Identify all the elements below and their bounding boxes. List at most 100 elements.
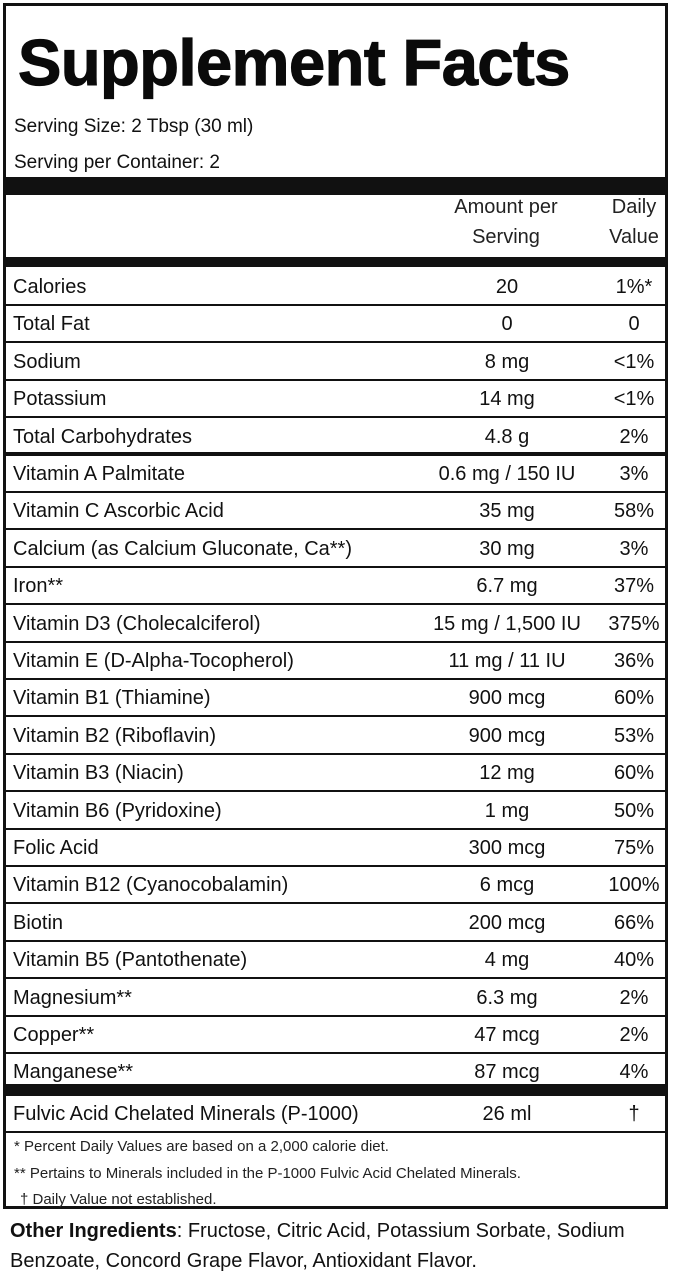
panel-title: Supplement Facts	[17, 25, 571, 99]
nutrient-row: Vitamin E (D-Alpha-Tocopherol) 11 mg / 11…	[6, 643, 665, 680]
row-divider	[6, 902, 665, 905]
header-amount-line2: Serving	[472, 226, 540, 248]
header-dv-line2: Value	[609, 226, 659, 248]
nutrient-daily-value: 3%	[619, 537, 649, 560]
nutrient-name: Calcium (as Calcium Gluconate, Ca**)	[13, 537, 353, 560]
row-divider	[6, 1131, 665, 1133]
nutrient-name: Copper**	[13, 1024, 95, 1046]
row-divider	[6, 678, 665, 680]
supplement-facts-panel: Supplement Facts Serving Size: 2 Tbsp (3…	[3, 3, 668, 1209]
nutrient-name: Calories	[13, 276, 87, 298]
row-divider	[6, 451, 665, 456]
nutrient-row: Vitamin B3 (Niacin) 12 mg 60%	[6, 755, 665, 793]
row-divider	[6, 491, 665, 493]
nutrient-daily-value: 3%	[619, 463, 649, 485]
serving-size: Serving Size: 2 Tbsp (30 ml)	[14, 116, 254, 137]
nutrient-daily-value: †	[628, 1103, 640, 1125]
footnote-minerals: ** Pertains to Minerals included in the …	[14, 1165, 521, 1182]
nutrient-amount: 87 mcg	[474, 1061, 540, 1084]
nutrient-name: Total Fat	[13, 313, 90, 336]
nutrient-name: Vitamin B2 (Riboflavin)	[13, 724, 217, 747]
nutrient-daily-value: 58%	[613, 500, 655, 523]
other-ingredients-label: Other Ingredients	[10, 1220, 177, 1242]
nutrient-row: Calcium (as Calcium Gluconate, Ca**) 30 m…	[6, 531, 665, 568]
nutrient-daily-value: 37%	[613, 575, 655, 598]
row-divider	[6, 528, 665, 531]
nutrient-row: Total Fat 0 0	[6, 306, 665, 344]
nutrient-amount: 0	[501, 313, 513, 336]
row-divider	[6, 715, 665, 718]
fulvic-row: Fulvic Acid Chelated Minerals (P-1000) 2…	[6, 1096, 665, 1133]
nutrient-name: Vitamin A Palmitate	[13, 463, 185, 485]
nutrient-daily-value: 36%	[613, 650, 655, 672]
nutrient-name: Sodium	[13, 350, 81, 373]
nutrient-daily-value: 75%	[613, 837, 655, 859]
thick-divider	[6, 177, 665, 195]
nutrient-amount: 6.7 mg	[476, 575, 538, 598]
nutrient-daily-value: <1%	[613, 350, 655, 373]
nutrient-row: Copper** 47 mcg 2%	[6, 1017, 665, 1054]
other-ingredients-text: : Fructose, Citric Acid, Potassium Sorba…	[10, 1220, 625, 1272]
footnote-daily-values: * Percent Daily Values are based on a 2,…	[14, 1138, 389, 1155]
nutrient-daily-value: 100%	[608, 874, 660, 897]
nutrient-amount: 1 mg	[484, 799, 530, 822]
nutrient-amount: 4 mg	[484, 949, 530, 972]
row-divider	[6, 827, 665, 830]
nutrient-row: Vitamin B5 (Pantothenate) 4 mg 40%	[6, 942, 665, 980]
row-divider	[6, 939, 665, 942]
nutrient-row: Potassium 14 mg <1%	[6, 381, 665, 419]
row-divider	[6, 416, 665, 419]
header-divider	[6, 257, 665, 267]
row-divider	[6, 790, 665, 793]
nutrient-amount: 300 mcg	[468, 837, 546, 859]
nutrient-daily-value: 2%	[619, 1024, 649, 1046]
nutrient-row: Calories 20 1%*	[6, 269, 665, 306]
nutrient-row: Iron** 6.7 mg 37%	[6, 568, 665, 606]
nutrient-daily-value: 2%	[619, 986, 649, 1009]
row-divider	[6, 977, 665, 980]
nutrient-daily-value: 60%	[613, 762, 655, 785]
nutrient-name: Total Carbohydrates	[13, 425, 192, 448]
nutrient-daily-value: <1%	[613, 388, 655, 411]
nutrient-name: Vitamin E (D-Alpha-Tocopherol)	[13, 650, 294, 672]
nutrient-amount: 6.3 mg	[476, 986, 538, 1009]
nutrient-name: Potassium	[13, 388, 107, 411]
nutrient-row: Manganese** 87 mcg 4%	[6, 1054, 665, 1091]
nutrient-name: Vitamin B6 (Pyridoxine)	[13, 799, 222, 822]
row-divider	[6, 304, 665, 306]
nutrient-row: Vitamin A Palmitate 0.6 mg / 150 IU 3%	[6, 456, 665, 493]
nutrient-amount: 47 mcg	[474, 1024, 540, 1046]
nutrient-name: Iron**	[13, 575, 64, 598]
nutrient-name: Manganese**	[13, 1061, 134, 1084]
row-divider	[6, 565, 665, 568]
row-divider	[6, 603, 665, 606]
nutrient-amount: 200 mcg	[468, 911, 546, 934]
nutrient-name: Fulvic Acid Chelated Minerals (P-1000)	[13, 1103, 359, 1125]
nutrient-amount: 0.6 mg / 150 IU	[438, 463, 576, 485]
nutrient-amount: 8 mg	[484, 350, 530, 373]
nutrient-name: Vitamin B5 (Pantothenate)	[13, 949, 248, 972]
header-amount: Amount per Serving	[426, 192, 586, 252]
footnote-dagger: † Daily Value not established.	[20, 1191, 217, 1208]
servings-per-container: Serving per Container: 2	[14, 152, 220, 173]
row-divider	[6, 341, 665, 344]
nutrient-daily-value: 0	[628, 313, 640, 336]
nutrient-amount: 6 mcg	[479, 874, 535, 897]
header-dv-line1: Daily	[611, 196, 657, 218]
nutrient-amount: 4.8 g	[484, 425, 530, 448]
header-amount-line1: Amount per	[454, 196, 558, 218]
nutrient-daily-value: 66%	[613, 911, 655, 934]
nutrient-amount: 30 mg	[479, 537, 535, 560]
nutrient-amount: 35 mg	[479, 500, 535, 523]
nutrient-row: Folic Acid 300 mcg 75%	[6, 830, 665, 867]
nutrient-row: Biotin 200 mcg 66%	[6, 905, 665, 942]
row-divider	[6, 865, 665, 867]
row-divider	[6, 1052, 665, 1054]
nutrient-row: Sodium 8 mg <1%	[6, 344, 665, 381]
row-divider	[6, 752, 665, 755]
nutrient-amount: 900 mcg	[468, 724, 546, 747]
nutrient-amount: 20	[495, 276, 519, 298]
nutrient-daily-value: 1%*	[615, 276, 653, 298]
nutrient-name: Vitamin B3 (Niacin)	[13, 762, 184, 785]
nutrient-row: Magnesium** 6.3 mg 2%	[6, 980, 665, 1017]
